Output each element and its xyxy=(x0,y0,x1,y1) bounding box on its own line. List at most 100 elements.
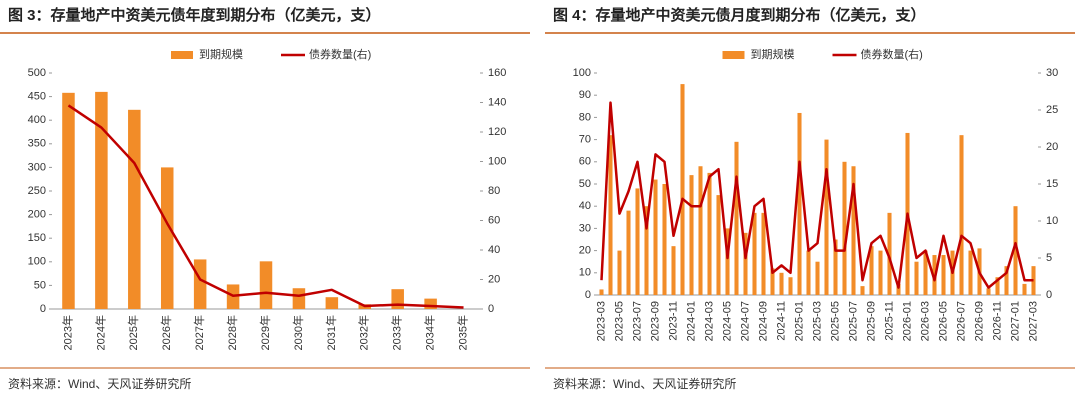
y2-tick-label: 40 xyxy=(488,244,500,256)
x-tick-label: 2035年 xyxy=(455,315,469,350)
x-tick-label: 2029年 xyxy=(258,315,272,350)
y-tick-label: 10 xyxy=(579,267,591,279)
y2-tick-label: 20 xyxy=(488,273,500,285)
x-tick-label: 2025-01 xyxy=(793,301,805,341)
bar xyxy=(617,250,622,295)
bar xyxy=(842,161,847,295)
x-tick-label: 2023-09 xyxy=(649,301,661,341)
bar xyxy=(698,166,703,295)
x-tick-label: 2028年 xyxy=(225,315,239,350)
x-tick-label: 2026-11 xyxy=(991,301,1003,341)
bar xyxy=(128,109,141,309)
bar xyxy=(770,268,775,295)
bar xyxy=(824,139,829,295)
y-tick-label: 500 xyxy=(28,67,46,79)
y2-tick-label: 20 xyxy=(1046,141,1058,153)
bar xyxy=(887,212,892,295)
x-tick-label: 2023-05 xyxy=(613,301,625,341)
bar xyxy=(959,135,964,295)
bar xyxy=(259,261,273,309)
bar xyxy=(325,297,339,309)
bar xyxy=(62,92,75,309)
x-tick-label: 2031年 xyxy=(324,315,338,350)
y2-tick-label: 0 xyxy=(1046,289,1052,301)
legend-label: 到期规模 xyxy=(199,47,243,61)
bar xyxy=(391,289,404,309)
y2-tick-label: 80 xyxy=(488,185,500,197)
y-tick-label: 0 xyxy=(40,303,46,315)
y-tick-label: 150 xyxy=(28,232,46,244)
x-tick-label: 2024-11 xyxy=(775,301,787,341)
line xyxy=(600,101,1034,289)
legend-label: 到期规模 xyxy=(751,47,795,61)
x-tick-label: 2027年 xyxy=(192,315,206,350)
legend-label: 债券数量(右) xyxy=(309,47,371,61)
bar xyxy=(626,210,631,295)
bar xyxy=(662,184,667,295)
x-tick-label: 2025-03 xyxy=(811,301,823,341)
x-tick-label: 2030年 xyxy=(291,315,305,350)
x-tick-label: 2025-05 xyxy=(829,301,841,341)
bar xyxy=(608,135,613,295)
bar xyxy=(680,84,685,295)
x-tick-label: 2024-07 xyxy=(739,301,751,341)
bar xyxy=(851,166,856,295)
bar xyxy=(968,250,973,295)
bar xyxy=(878,250,883,295)
y-tick-label: 90 xyxy=(579,89,591,101)
x-tick-label: 2023-03 xyxy=(595,301,607,341)
line xyxy=(67,104,464,309)
y2-tick-label: 140 xyxy=(488,96,506,108)
bar xyxy=(896,283,901,295)
y-tick-label: 50 xyxy=(34,279,46,291)
bar xyxy=(95,91,108,309)
x-tick-label: 2024年 xyxy=(93,315,107,350)
x-tick-label: 2026-07 xyxy=(955,301,967,341)
y2-tick-label: 30 xyxy=(1046,67,1058,79)
y-tick-label: 50 xyxy=(579,178,591,190)
x-tick-label: 2023-07 xyxy=(631,301,643,341)
x-tick-label: 2026-01 xyxy=(901,301,913,341)
bar xyxy=(1004,266,1009,295)
x-tick-label: 2034年 xyxy=(423,315,437,350)
bar xyxy=(788,277,793,295)
x-tick-label: 2024-01 xyxy=(685,301,697,341)
y2-tick-label: 60 xyxy=(488,214,500,226)
legend-label: 债券数量(右) xyxy=(861,47,923,61)
bar xyxy=(707,172,712,295)
legend-swatch xyxy=(171,51,193,59)
y2-tick-label: 100 xyxy=(488,155,506,167)
x-tick-label: 2025-07 xyxy=(847,301,859,341)
x-tick-label: 2026-05 xyxy=(937,301,949,341)
bar xyxy=(752,212,757,295)
bar xyxy=(1022,283,1027,295)
y2-tick-label: 0 xyxy=(488,303,494,315)
bar xyxy=(725,228,730,295)
source-note: 资料来源：Wind、天风证券研究所 xyxy=(553,376,736,391)
bar xyxy=(941,255,946,295)
x-tick-label: 2024-09 xyxy=(757,301,769,341)
source-note: 资料来源：Wind、天风证券研究所 xyxy=(8,376,191,391)
bar xyxy=(815,261,820,295)
x-tick-label: 2025-11 xyxy=(883,301,895,341)
x-tick-label: 2032年 xyxy=(357,315,371,350)
x-tick-label: 2033年 xyxy=(390,315,404,350)
y-tick-label: 450 xyxy=(28,91,46,103)
bar xyxy=(860,286,865,295)
x-tick-label: 2023-11 xyxy=(667,301,679,341)
y-tick-label: 350 xyxy=(28,138,46,150)
bar xyxy=(986,288,991,295)
bar xyxy=(644,206,649,295)
x-tick-label: 2026-09 xyxy=(973,301,985,341)
y-tick-label: 100 xyxy=(28,256,46,268)
x-tick-label: 2025-09 xyxy=(865,301,877,341)
y2-tick-label: 15 xyxy=(1046,178,1058,190)
y2-tick-label: 120 xyxy=(488,126,506,138)
y-tick-label: 30 xyxy=(579,222,591,234)
bar xyxy=(743,232,748,295)
y-tick-label: 100 xyxy=(573,67,591,79)
bar xyxy=(806,250,811,295)
bar xyxy=(599,289,604,295)
bar xyxy=(160,167,174,309)
